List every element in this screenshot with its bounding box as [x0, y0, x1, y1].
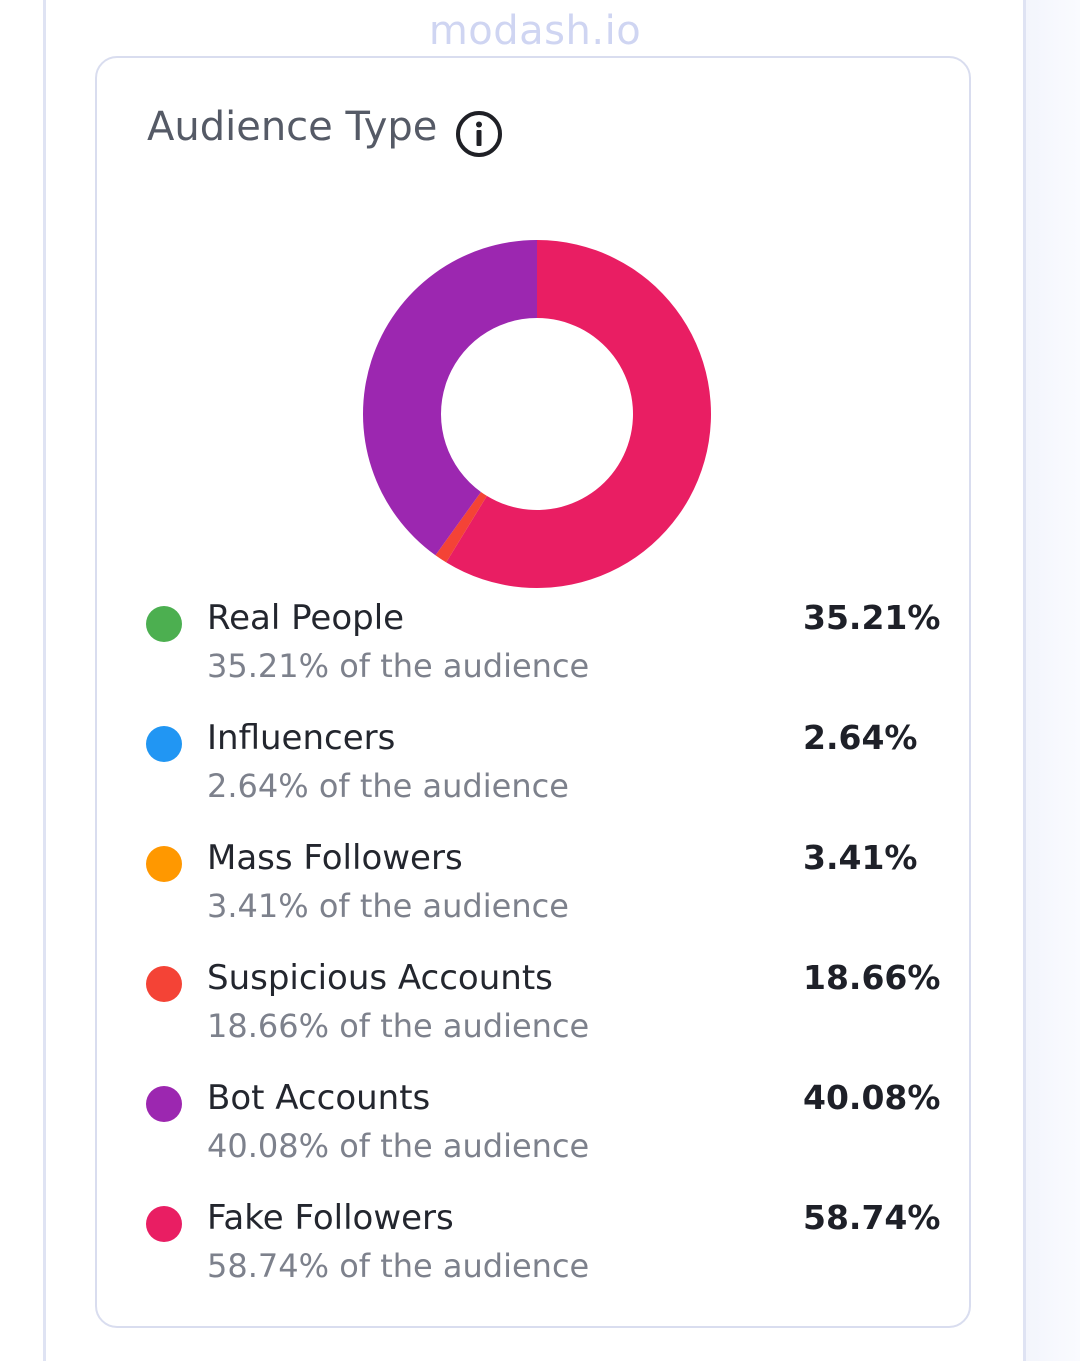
info-icon[interactable]	[455, 110, 503, 158]
donut-slice-suspicious-accounts[interactable]	[435, 491, 487, 563]
legend-subtext: 40.08% of the audience	[207, 1127, 590, 1165]
audience-type-card: Audience Type Real People 35.21% of the …	[95, 56, 971, 1328]
left-rail	[43, 0, 46, 1361]
influencers-dot	[146, 726, 182, 762]
legend-value: 40.08%	[803, 1078, 941, 1117]
legend-value: 35.21%	[803, 598, 941, 637]
right-rail-shadow	[1026, 0, 1080, 1361]
legend-label: Mass Followers	[207, 838, 463, 878]
right-rail	[1023, 0, 1026, 1361]
legend-subtext: 3.41% of the audience	[207, 887, 569, 925]
donut-slice-fake-followers[interactable]	[446, 240, 711, 588]
legend-label: Suspicious Accounts	[207, 958, 553, 998]
legend-subtext: 18.66% of the audience	[207, 1007, 590, 1045]
legend-value: 58.74%	[803, 1198, 941, 1237]
legend-subtext: 35.21% of the audience	[207, 647, 590, 685]
real-people-dot	[146, 606, 182, 642]
legend-item-mass-followers: Mass Followers 3.41% of the audience 3.4…	[97, 838, 969, 948]
legend-label: Bot Accounts	[207, 1078, 431, 1118]
legend-item-bot-accounts: Bot Accounts 40.08% of the audience 40.0…	[97, 1078, 969, 1188]
legend-subtext: 2.64% of the audience	[207, 767, 569, 805]
legend-item-suspicious-accounts: Suspicious Accounts 18.66% of the audien…	[97, 958, 969, 1068]
legend-label: Influencers	[207, 718, 396, 758]
donut-slice-bot-accounts[interactable]	[363, 240, 537, 556]
legend-value: 3.41%	[803, 838, 918, 877]
legend-label: Fake Followers	[207, 1198, 454, 1238]
bot-accounts-dot	[146, 1086, 182, 1122]
legend-value: 18.66%	[803, 958, 941, 997]
card-title: Audience Type	[147, 104, 438, 150]
legend-label: Real People	[207, 598, 405, 638]
legend-item-real-people: Real People 35.21% of the audience 35.21…	[97, 598, 969, 708]
mass-followers-dot	[146, 846, 182, 882]
watermark: modash.io	[428, 8, 642, 54]
legend-item-influencers: Influencers 2.64% of the audience 2.64%	[97, 718, 969, 828]
legend-item-fake-followers: Fake Followers 58.74% of the audience 58…	[97, 1198, 969, 1308]
donut-chart	[363, 240, 711, 588]
legend-subtext: 58.74% of the audience	[207, 1247, 590, 1285]
legend-value: 2.64%	[803, 718, 918, 757]
suspicious-accounts-dot	[146, 966, 182, 1002]
fake-followers-dot	[146, 1206, 182, 1242]
